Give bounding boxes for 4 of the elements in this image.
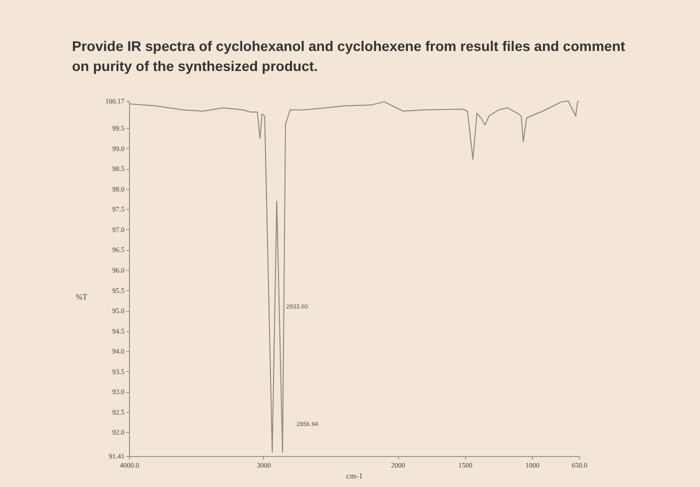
x-axis-title: cm-1 [346, 472, 363, 480]
line-series [128, 100, 580, 453]
y-axis-title: %T [76, 292, 88, 302]
chart-title: Provide IR spectra of cyclohexanol and cyclohexene from result files and comment on purity of the synthesized product. [72, 37, 626, 76]
